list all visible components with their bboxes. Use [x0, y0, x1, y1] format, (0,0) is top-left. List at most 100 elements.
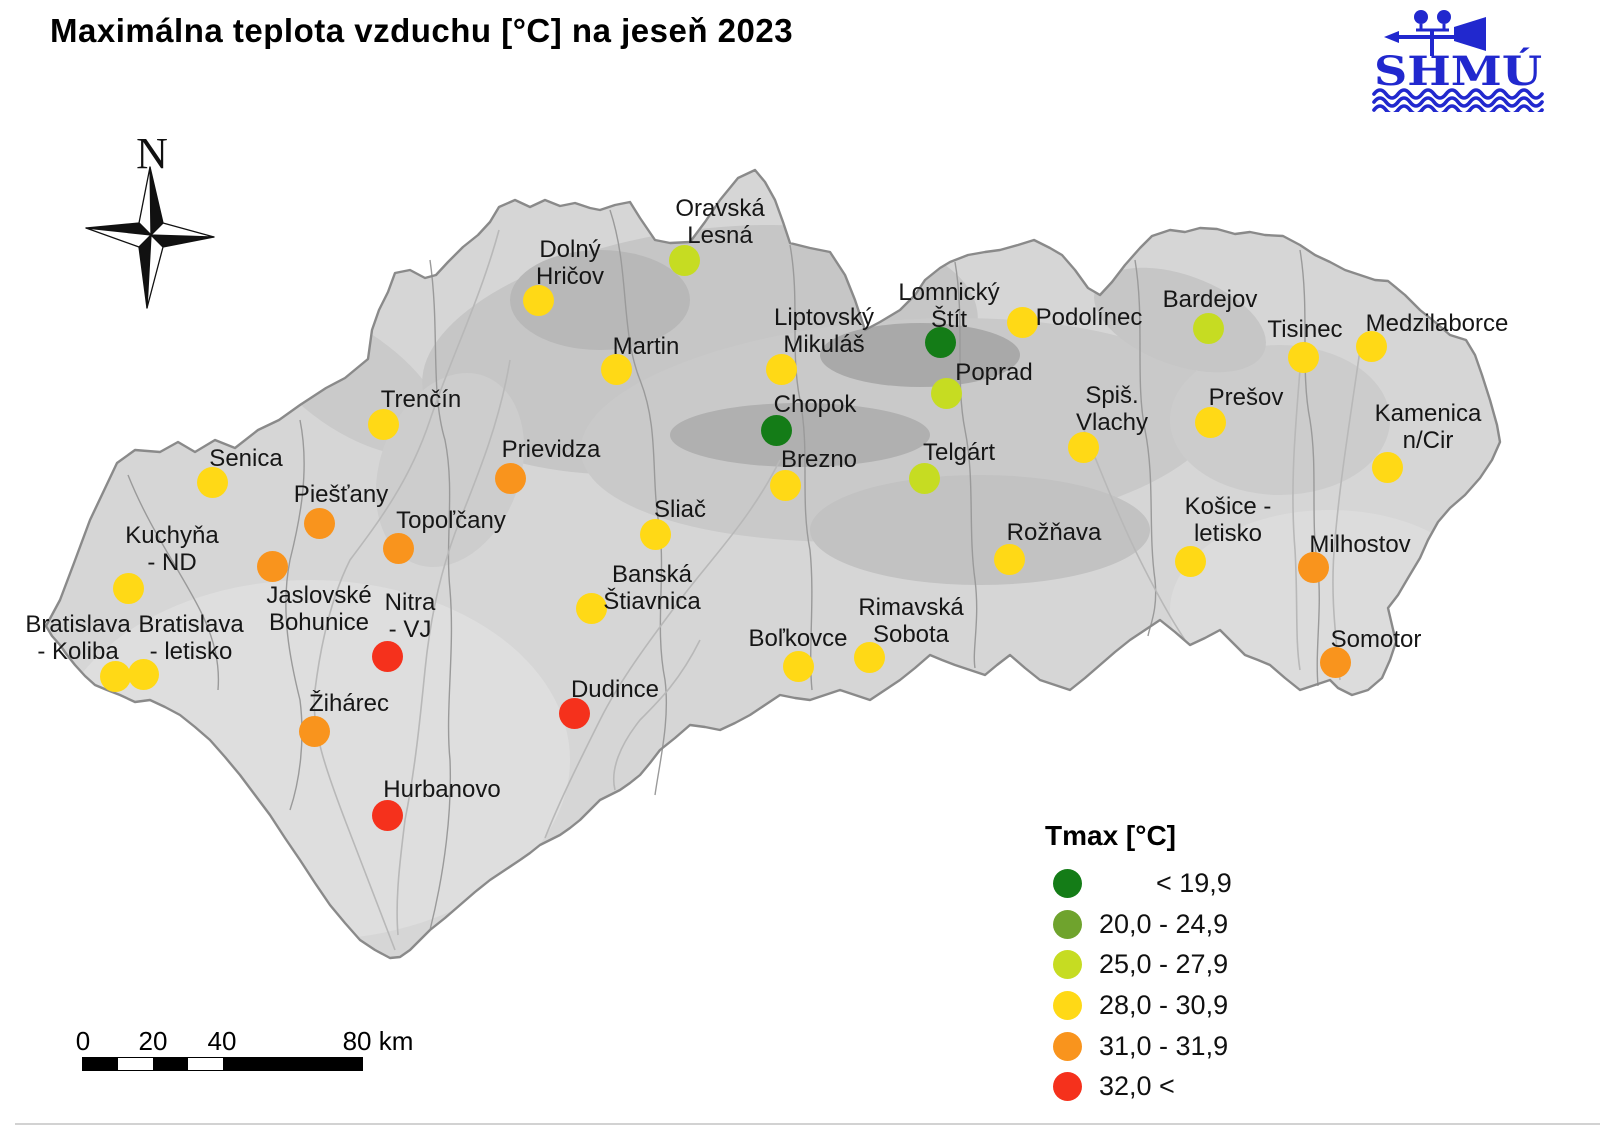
station-dot: [782, 650, 814, 682]
station-label: Brezno: [780, 446, 858, 473]
station-dot: [668, 244, 700, 276]
compass-north-label: N: [136, 129, 168, 178]
station-label: Liptovský Mikuláš: [773, 304, 875, 358]
station-label: Hurbanovo: [383, 776, 501, 803]
station-dot: [639, 518, 671, 550]
station-label: Oravská Lesná: [675, 195, 765, 249]
station-dot: [1355, 330, 1387, 362]
station-dot: [1067, 431, 1099, 463]
station-dot: [303, 507, 335, 539]
legend-label: 28,0 - 30,9: [1099, 989, 1229, 1020]
station-dot: [1174, 545, 1206, 577]
station-label: Bratislava - letisko: [138, 611, 244, 665]
station-label: Bardejov: [1162, 286, 1258, 313]
station-label: Somotor: [1330, 626, 1422, 653]
legend-label: 25,0 - 27,9: [1099, 949, 1229, 980]
page-title: Maximálna teplota vzduchu [°C] na jeseň …: [50, 12, 794, 49]
station-dot: [494, 462, 526, 494]
station-label: Banská Štiavnica: [603, 561, 701, 615]
station-dot: [853, 641, 885, 673]
station-dot: [196, 466, 228, 498]
station-label: Telgárt: [922, 439, 996, 466]
legend-row: 32,0 <: [1022, 1066, 1302, 1107]
station-label: Milhostov: [1309, 531, 1411, 558]
station-label: Rimavská Sobota: [858, 594, 964, 648]
station-label: Sliač: [653, 496, 707, 523]
station-label: Bratislava - Koliba: [25, 611, 131, 665]
station-dot: [112, 572, 144, 604]
station-dot: [522, 284, 554, 316]
station-label: Košice - letisko: [1184, 493, 1272, 547]
legend-row: < 19,9: [1022, 863, 1302, 904]
legend-title: Tmax [°C]: [1045, 820, 1176, 851]
logo-text: SHMÚ: [1374, 48, 1542, 95]
station-label: Senica: [209, 445, 283, 472]
station-label: Martin: [612, 333, 680, 360]
compass-rose: N: [70, 128, 240, 318]
station-label: Piešťany: [293, 481, 389, 508]
station-label: Jaslovské Bohunice: [266, 582, 372, 636]
region-boundaries: [127, 209, 1320, 931]
bottom-divider: [15, 1123, 1600, 1125]
shmu-logo: SHMÚ: [1366, 4, 1550, 116]
compass-star-icon: [85, 166, 215, 309]
station-label: Chopok: [773, 391, 857, 418]
station-dot: [99, 660, 131, 692]
station-dot: [382, 532, 414, 564]
station-dot: [993, 543, 1025, 575]
station-dot: [600, 353, 632, 385]
station-label: Kamenica n/Cir: [1374, 400, 1482, 454]
weather-vane-icon: [1384, 10, 1486, 56]
station-dot: [930, 377, 962, 409]
station-dot: [760, 414, 792, 446]
station-dot: [298, 715, 330, 747]
station-label: Boľkovce: [748, 625, 848, 652]
legend-row: 25,0 - 27,9: [1022, 944, 1302, 985]
legend-dot: [1053, 990, 1082, 1020]
rivers: [313, 229, 1361, 951]
station-dot: [1371, 451, 1403, 483]
station-label: Tisinec: [1267, 316, 1343, 343]
station-label: Dudince: [570, 676, 660, 703]
legend: Tmax [°C] < 19,9 20,0 - 24,9 25,0 - 27,9 28…: [1022, 820, 1302, 1107]
station-dot: [371, 640, 403, 672]
station-label: Lomnický Štít: [898, 279, 1000, 333]
legend-label: 20,0 - 24,9: [1099, 908, 1229, 939]
station-dot: [127, 658, 159, 690]
station-dot: [1287, 341, 1319, 373]
legend-dot: [1053, 909, 1082, 939]
station-dot: [765, 353, 797, 385]
station-label: Rožňava: [1006, 519, 1102, 546]
station-dot: [1194, 406, 1226, 438]
station-dot: [367, 408, 399, 440]
legend-dot: [1053, 950, 1082, 980]
station-dot: [575, 592, 607, 624]
legend-dot: [1053, 1072, 1082, 1102]
station-label: Podolínec: [1035, 304, 1143, 331]
station-dot: [769, 469, 801, 501]
station-label: Prievidza: [501, 436, 601, 463]
station-dot: [908, 462, 940, 494]
station-dot: [1297, 551, 1329, 583]
legend-label: 31,0 - 31,9: [1099, 1030, 1229, 1061]
station-dot: [256, 550, 288, 582]
legend-row: 20,0 - 24,9: [1022, 904, 1302, 945]
station-label: Trenčín: [380, 386, 462, 413]
station-label: Medzilaborce: [1365, 310, 1509, 337]
station-dot: [1006, 306, 1038, 338]
slovakia-border: [44, 168, 1502, 960]
station-label: Prešov: [1208, 384, 1284, 411]
legend-dot: [1053, 868, 1082, 898]
legend-rows: < 19,9 20,0 - 24,9 25,0 - 27,9 28,0 - 30,9 3…: [1022, 863, 1302, 1107]
station-dot: [371, 799, 403, 831]
legend-row: 31,0 - 31,9: [1022, 1026, 1302, 1067]
station-label: Žihárec: [308, 690, 390, 717]
station-label: Spiš. Vlachy: [1075, 382, 1149, 436]
legend-row: 28,0 - 30,9: [1022, 985, 1302, 1026]
legend-dot: [1053, 1031, 1082, 1061]
station-label: Topoľčany: [396, 507, 506, 534]
